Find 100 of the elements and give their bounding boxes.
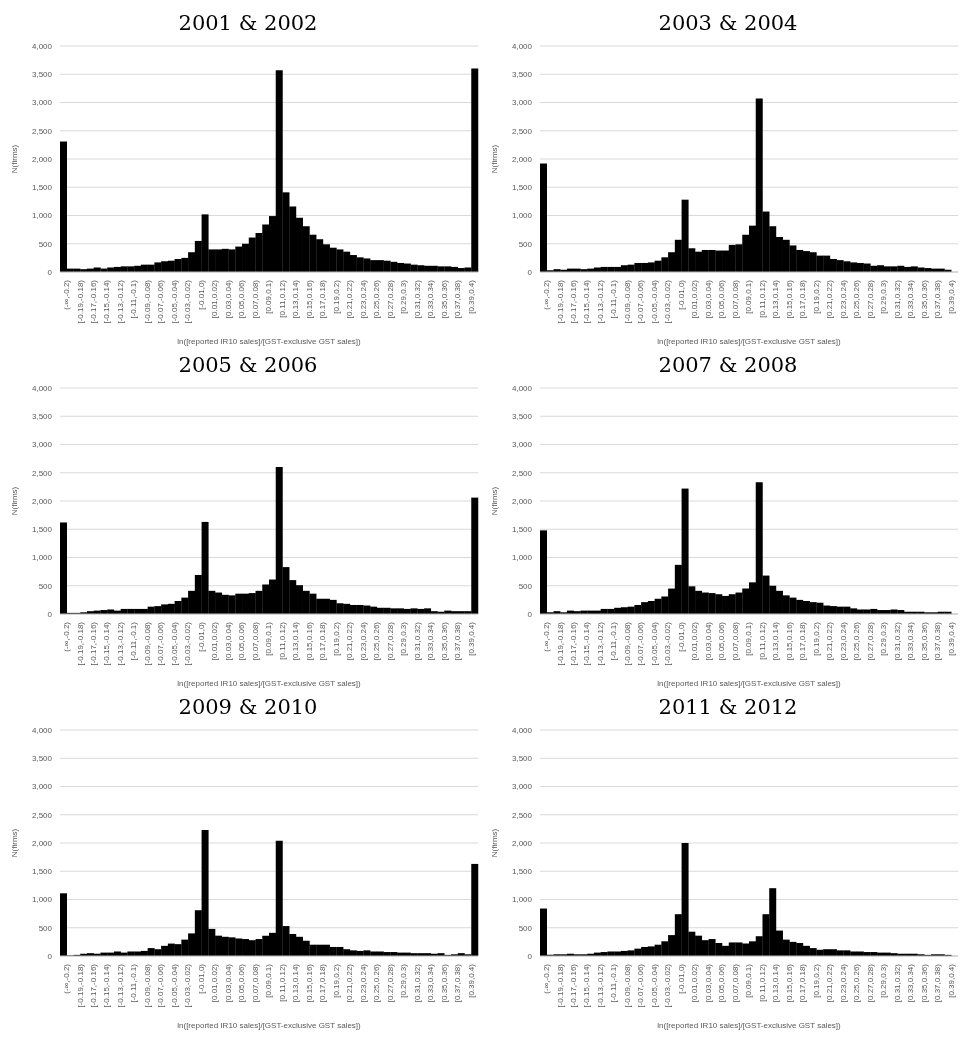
x-tick-label: [0.33,0.34) xyxy=(426,963,436,1003)
x-tick-label: [0.09,0.1) xyxy=(264,621,274,656)
x-tick-label: [0.27,0.28) xyxy=(865,621,875,661)
y-tick-label: 2,500 xyxy=(31,810,53,820)
x-tick-label: [-0.17,-0.16) xyxy=(89,963,99,1008)
x-tick-label: [-0.19,-0.18) xyxy=(75,279,85,324)
x-tick-label: [0.17,0.18) xyxy=(318,963,328,1003)
x-tick-label: (-∞,-0.2) xyxy=(542,963,552,994)
chart-title: 2011 & 2012 xyxy=(657,694,799,721)
x-tick-label: [0.05,0.06) xyxy=(237,279,247,319)
y-tick-label: 4,000 xyxy=(31,41,53,51)
x-tick-label: [0.17,0.18) xyxy=(798,963,808,1003)
x-tick-label: [0.33,0.34) xyxy=(426,621,436,661)
x-axis-title: ln([reported IR10 sales]/[GST-exclusive GST sales]) xyxy=(177,337,362,346)
x-tick-label: [0.15,0.16) xyxy=(784,963,794,1003)
y-tick-label: 2,500 xyxy=(31,126,53,136)
x-tick-label: [0.03,0.04) xyxy=(703,963,713,1003)
x-tick-label: [0.35,0.36) xyxy=(919,279,929,319)
x-tick-label: [0.09,0.1) xyxy=(264,963,274,998)
y-tick-label: 3,500 xyxy=(31,70,53,80)
x-tick-label: (-∞,-0.2) xyxy=(62,963,72,994)
x-tick-label: [0.29,0.3) xyxy=(879,279,889,314)
y-tick-label: 3,500 xyxy=(511,754,533,764)
x-tick-label: [-0.07,-0.06) xyxy=(156,963,166,1008)
x-tick-label: [0.29,0.3) xyxy=(399,279,409,314)
x-tick-label: [0.13,0.14) xyxy=(771,963,781,1003)
y-tick-label: 2,500 xyxy=(511,468,533,478)
x-tick-label: [0.39,0.4) xyxy=(946,963,956,998)
x-tick-label: [-0.15,-0.14) xyxy=(582,621,592,666)
x-tick-label: [0.23,0.24) xyxy=(838,621,848,661)
x-tick-label: [-0.05,-0.04) xyxy=(169,621,179,666)
x-tick-label: [0.21,0.22) xyxy=(345,621,355,661)
x-tick-label: [0.33,0.34) xyxy=(906,963,916,1003)
x-tick-label: [-0.03,-0.02) xyxy=(663,963,673,1008)
x-tick-label: [0.03,0.04) xyxy=(223,279,233,319)
x-tick-label: [-0.07,-0.06) xyxy=(636,279,646,324)
y-tick-label: 2,000 xyxy=(511,496,533,506)
y-tick-label: 2,000 xyxy=(511,838,533,848)
x-tick-label: [-0.09,-0.08) xyxy=(622,621,632,666)
x-tick-label: [0.33,0.34) xyxy=(426,279,436,319)
x-tick-label: [0.35,0.36) xyxy=(439,279,449,319)
y-axis-title: N(firms) xyxy=(9,144,19,174)
x-tick-label: [0.33,0.34) xyxy=(906,621,916,661)
x-tick-label: [-0.17,-0.16) xyxy=(89,621,99,666)
x-tick-label: (-∞,-0.2) xyxy=(62,279,72,310)
x-tick-label: [-0.03,-0.02) xyxy=(183,621,193,666)
x-tick-label: [0.39,0.4) xyxy=(466,963,476,998)
x-tick-label: [0.19,0.2) xyxy=(331,621,341,656)
y-tick-label: 3,000 xyxy=(31,98,53,108)
x-tick-label: [0.25,0.26) xyxy=(372,621,382,661)
y-tick-label: 2,500 xyxy=(511,126,533,136)
x-tick-label: [0.03,0.04) xyxy=(223,963,233,1003)
x-tick-label: [0.17,0.18) xyxy=(798,279,808,319)
x-tick-label: [0.31,0.32) xyxy=(892,279,902,319)
x-tick-label: [0.37,0.38) xyxy=(933,963,943,1003)
x-tick-label: [0.31,0.32) xyxy=(892,963,902,1003)
x-tick-label: [0.05,0.06) xyxy=(717,621,727,661)
x-tick-label: [0.19,0.2) xyxy=(331,963,341,998)
x-tick-label: [0.13,0.14) xyxy=(291,621,301,661)
x-tick-label: [0.23,0.24) xyxy=(358,963,368,1003)
y-tick-label: 1,500 xyxy=(511,183,533,193)
y-tick-label: 3,000 xyxy=(31,782,53,792)
y-tick-label: 2,500 xyxy=(31,468,53,478)
x-tick-label: [0.15,0.16) xyxy=(304,621,314,661)
x-tick-label: [0.27,0.28) xyxy=(385,621,395,661)
chart-title: 2005 & 2006 xyxy=(177,352,319,379)
x-tick-label: (-∞,-0.2) xyxy=(62,621,72,652)
x-tick-label: [0.19,0.2) xyxy=(811,621,821,656)
y-tick-label: 1,000 xyxy=(511,553,533,563)
x-tick-label: [-0.05,-0.04) xyxy=(169,963,179,1008)
y-tick-label: 1,500 xyxy=(31,525,53,535)
x-tick-label: [0.35,0.36) xyxy=(919,963,929,1003)
x-tick-label: [0.25,0.26) xyxy=(852,279,862,319)
x-tick-label: [0.01,0.02) xyxy=(210,963,220,1003)
x-tick-label: [0.21,0.22) xyxy=(825,621,835,661)
x-tick-label: [-0.17,-0.16) xyxy=(569,621,579,666)
x-tick-label: [-0.07,-0.06) xyxy=(156,621,166,666)
x-tick-label: [-0.05,-0.04) xyxy=(649,963,659,1008)
x-tick-label: [0.09,0.1) xyxy=(744,963,754,998)
x-tick-label: [0.07,0.08) xyxy=(250,963,260,1003)
x-tick-label: [0.05,0.06) xyxy=(717,279,727,319)
x-tick-label: [0.35,0.36) xyxy=(439,963,449,1003)
x-tick-label: [-0.13,-0.12) xyxy=(115,621,125,666)
x-tick-label: [0.09,0.1) xyxy=(744,621,754,656)
x-tick-label: [0.21,0.22) xyxy=(345,963,355,1003)
x-tick-label: [0.13,0.14) xyxy=(291,279,301,319)
y-tick-label: 1,000 xyxy=(511,895,533,905)
y-tick-label: 2,000 xyxy=(31,154,53,164)
y-tick-label: 1,500 xyxy=(511,525,533,535)
x-tick-label: [0.25,0.26) xyxy=(372,963,382,1003)
x-axis-title: ln([reported IR10 sales]/[GST-exclusive GST sales]) xyxy=(177,679,362,688)
x-tick-label: [0.29,0.3) xyxy=(399,621,409,656)
x-tick-label: [0.37,0.38) xyxy=(933,621,943,661)
x-tick-label: [-0.07,-0.06) xyxy=(636,621,646,666)
x-tick-label: [-0.01,0) xyxy=(196,621,206,652)
y-tick-label: 3,000 xyxy=(511,782,533,792)
x-tick-label: [0.13,0.14) xyxy=(771,279,781,319)
x-tick-label: [-0.05,-0.04) xyxy=(169,279,179,324)
y-tick-label: 1,500 xyxy=(31,867,53,877)
y-tick-label: 4,000 xyxy=(31,725,53,735)
